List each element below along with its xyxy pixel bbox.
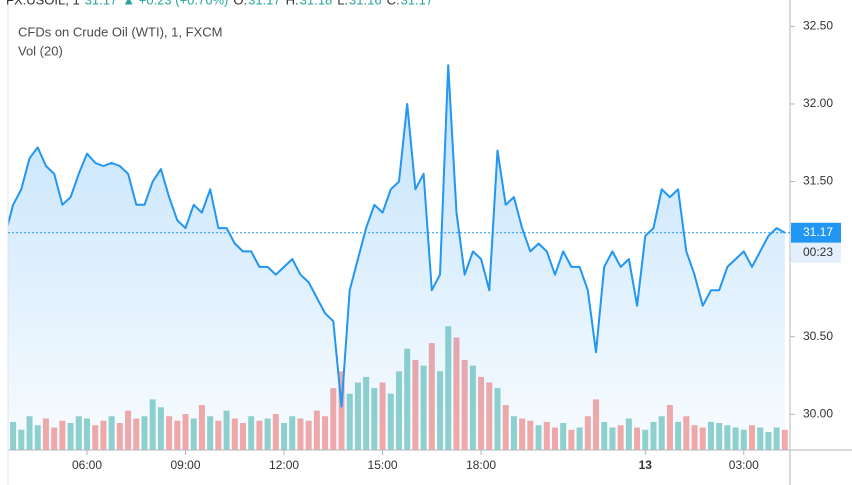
last-price-tag: [791, 222, 841, 243]
plot-area: [8, 64, 788, 450]
price-area: [8, 65, 785, 450]
axes: 30.0030.5031.0031.5032.0032.5006:0009:00…: [8, 19, 841, 472]
header-text: 31.17: [248, 0, 281, 7]
x-tick-label: 18:00: [466, 458, 496, 472]
x-tick-label: 15:00: [368, 458, 398, 472]
ohlc-label: H:: [286, 0, 299, 7]
last-price-label: 31.17: [803, 225, 833, 239]
header-text: FX:USOIL, 1: [6, 0, 80, 7]
countdown-tag: [791, 242, 841, 263]
y-tick-label: 31.50: [803, 174, 833, 188]
ohlc-label: L:: [337, 0, 348, 7]
y-tick-label: 30.50: [803, 329, 833, 343]
y-tick-label: 32.00: [803, 96, 833, 110]
header-text: 31.17: [85, 0, 118, 7]
header-text: 31.17: [401, 0, 434, 7]
x-tick-label: 13: [639, 458, 653, 472]
header-text: ▲ +0.23 (+0.76%): [122, 0, 228, 7]
price-line: [8, 64, 786, 408]
x-tick-label: 06:00: [72, 458, 102, 472]
ohlc-label: C:: [387, 0, 400, 7]
header-text: 31.16: [349, 0, 382, 7]
x-tick-label: 12:00: [269, 458, 299, 472]
x-tick-label: 03:00: [729, 458, 759, 472]
header-text: 31.18: [300, 0, 333, 7]
x-tick-label: 09:00: [171, 458, 201, 472]
chart-title: CFDs on Crude Oil (WTI), 1, FXCM: [18, 24, 222, 39]
y-tick-label: 32.50: [803, 19, 833, 33]
header: FX:USOIL, 131.17▲ +0.23 (+0.76%)O:31.17H…: [6, 0, 433, 7]
volume-label: Vol (20): [18, 43, 63, 58]
countdown-label: 00:23: [803, 245, 833, 259]
ohlc-label: O:: [233, 0, 247, 7]
y-tick-label: 30.00: [803, 406, 833, 420]
